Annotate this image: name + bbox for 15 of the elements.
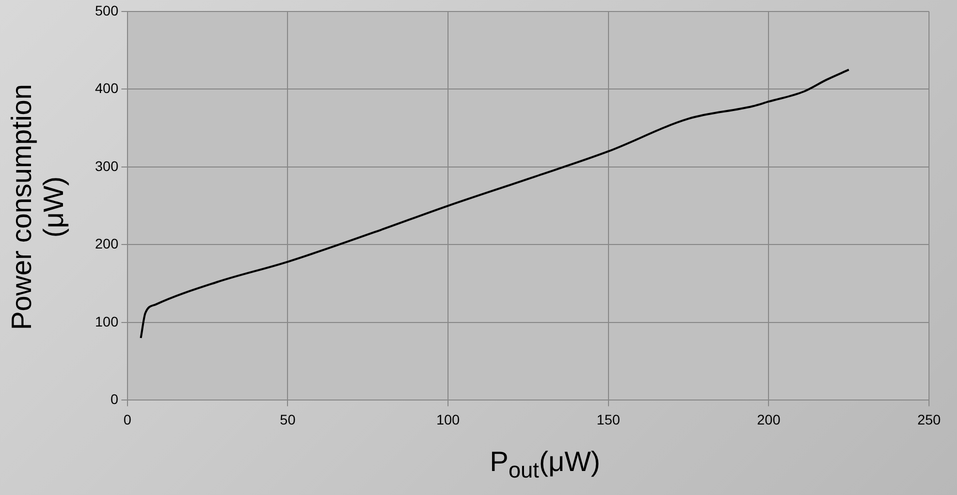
- x-tick-label: 250: [917, 411, 941, 428]
- x-axis-title: P$_{out}$(μW): [490, 446, 600, 484]
- x-tick-label: 200: [756, 411, 781, 428]
- y-tick-label: 200: [95, 236, 119, 252]
- y-tick-label: 500: [95, 2, 119, 18]
- y-tick-label: 300: [95, 158, 119, 174]
- line-series: [140, 68, 850, 339]
- y-tick-label: 0: [110, 391, 119, 408]
- y-axis-title: Power consumption (μW): [6, 83, 70, 332]
- x-tick-label: 150: [596, 411, 620, 428]
- y-tick-label: 400: [95, 80, 119, 96]
- x-tick-label: 100: [436, 411, 460, 428]
- y-tick-label: 100: [95, 313, 119, 330]
- x-tick-label: 50: [280, 411, 296, 428]
- x-tick-label: 0: [123, 411, 132, 428]
